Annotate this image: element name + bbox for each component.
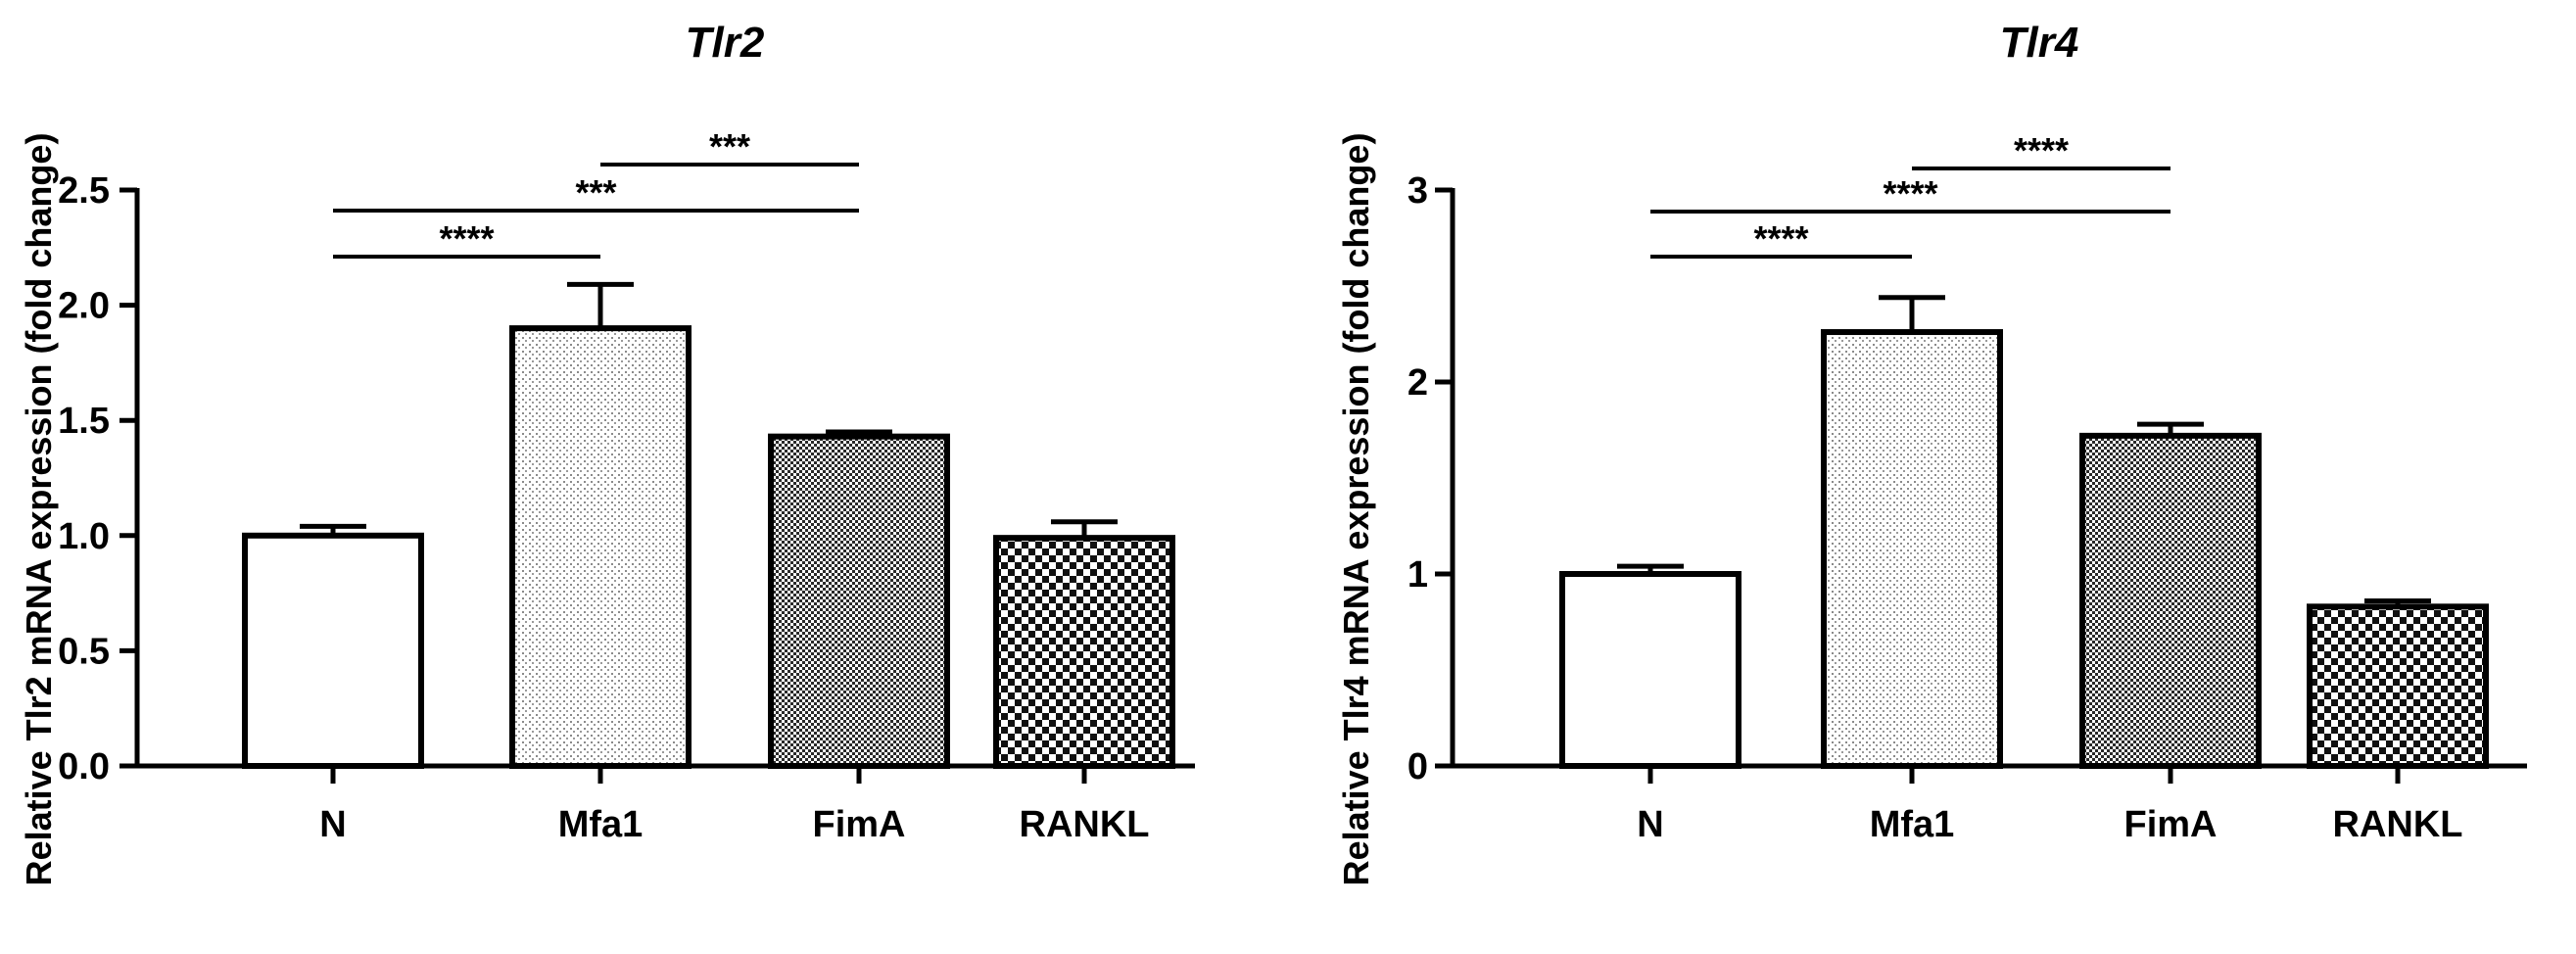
x-tick-label: Mfa1 [1870,804,1955,845]
y-tick-label: 1.0 [58,516,110,557]
bar [242,532,424,769]
chart-title: Tlr4 [2000,19,2079,67]
x-tick-label: FimA [2124,804,2218,845]
y-tick-label: 1 [1407,554,1428,596]
chart-tlr4: Tlr4 Relative Tlr4 mRNA expression (fold… [1336,19,2527,885]
y-tick-label: 0 [1407,746,1428,787]
plot-area: 0.00.51.01.52.02.5N Mfa1 FimA RANKL********… [58,126,1195,845]
plot-area: 0 1 2 3 N Mfa1 FimA RANKL **** **** **** [1407,130,2527,845]
significance-label: *** [709,126,750,167]
x-tick-label: N [1637,804,1663,845]
y-tick-label: 1.5 [58,401,110,442]
x-tick-label: Mfa1 [558,804,644,845]
y-tick-label: 3 [1407,170,1428,212]
chart-tlr2: Tlr2 Relative Tlr2 mRNA expression (fold… [19,19,1195,885]
y-axis-label: Relative Tlr2 mRNA expression (fold chan… [19,133,59,886]
significance-label: *** [575,172,616,213]
significance-label: **** [1753,218,1808,259]
x-tick-label: RANKL [2333,804,2463,845]
bar [509,325,692,769]
x-tick-label: RANKL [1020,804,1150,845]
bar [1559,571,1741,769]
y-axis-label: Relative Tlr4 mRNA expression (fold chan… [1336,133,1376,886]
bar [768,433,950,769]
x-tick-label: N [319,804,346,845]
y-tick-label: 2 [1407,362,1428,404]
significance-label: **** [439,218,494,259]
y-tick-label: 2.5 [58,170,110,212]
bar [1821,329,2003,769]
significance-label: **** [1883,173,1937,214]
bar [2079,432,2262,769]
chart-title: Tlr2 [686,19,765,67]
x-tick-label: FimA [813,804,906,845]
y-tick-label: 0.5 [58,631,110,672]
bar [993,535,1175,769]
y-tick-label: 2.0 [58,286,110,327]
y-tick-label: 0.0 [58,746,110,787]
significance-label: **** [2014,130,2069,170]
bar [2307,603,2489,769]
